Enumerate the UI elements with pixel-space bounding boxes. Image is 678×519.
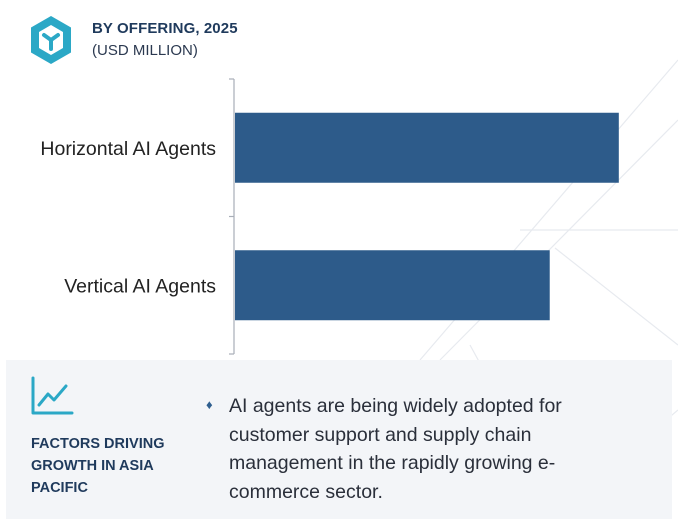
chart-header: BY OFFERING, 2025 (USD MILLION) [28,14,428,70]
factors-panel: FACTORS DRIVING GROWTH IN ASIA PACIFIC ♦… [6,360,672,519]
bar-horizontal-ai-agents [235,112,619,183]
category-label: Horizontal AI Agents [40,138,216,160]
factors-title: FACTORS DRIVING GROWTH IN ASIA PACIFIC [31,436,165,496]
factor-description: AI agents are being widely adopted for c… [229,395,562,503]
chart-subtitle: (USD MILLION) [92,42,198,59]
trend-chart-icon [31,376,74,415]
bar-chart: Horizontal AI Agents Vertical AI Agents [40,78,619,355]
diamond-bullet-icon: ♦ [206,397,213,412]
chart-title: BY OFFERING, 2025 [92,20,238,37]
cube-logo-icon [31,16,71,64]
bar-vertical-ai-agents [235,250,550,321]
category-label: Vertical AI Agents [64,275,216,297]
